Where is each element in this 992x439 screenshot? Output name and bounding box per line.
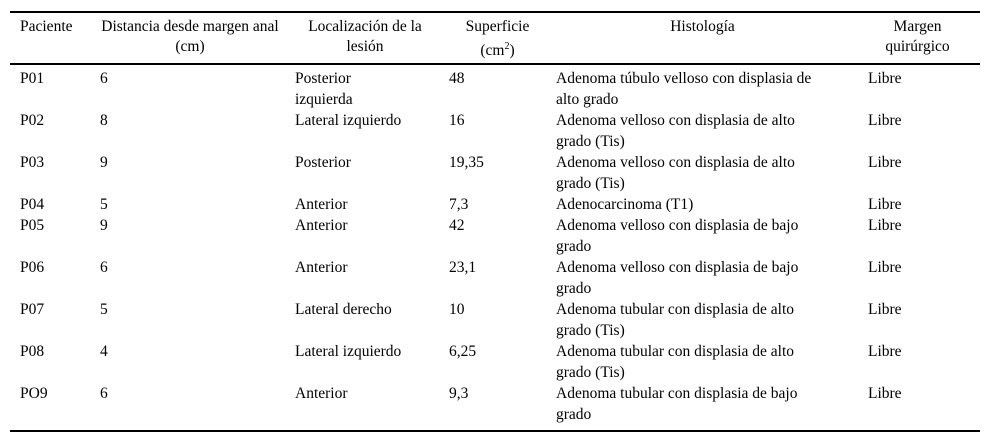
- cell-paciente: P08: [20, 343, 45, 361]
- cell-margen: Libre: [868, 112, 902, 130]
- column-header-paciente: Paciente: [10, 12, 95, 66]
- cell-paciente: P01: [20, 70, 45, 88]
- patients-table: Paciente Distancia desde margen anal (cm…: [10, 11, 980, 433]
- table-row: P08 4 Lateral izquierdo 6,25 Adenoma tubular…: [10, 341, 980, 383]
- cell-localizacion: Lateral izquierdo: [295, 112, 402, 130]
- cell-paciente: P06: [20, 259, 45, 277]
- cell-distancia: 8: [100, 112, 108, 130]
- cell-localizacion: Anterior: [295, 217, 348, 235]
- column-header-distancia: Distancia desde margen anal (cm): [95, 12, 285, 66]
- cell-margen: Libre: [868, 70, 902, 88]
- cell-localizacion: Anterior: [295, 259, 348, 277]
- cell-distancia: 6: [100, 259, 108, 277]
- cell-histologia: Adenoma tubular con displasia de bajo gr…: [556, 385, 798, 424]
- cell-margen: Libre: [868, 343, 902, 361]
- cell-paciente: P03: [20, 154, 45, 172]
- cell-histologia: Adenoma tubular con displasia de alto gr…: [556, 301, 795, 340]
- cell-localizacion: Lateral izquierdo: [295, 343, 402, 361]
- column-header-superficie: Superficie (cm2): [445, 12, 550, 66]
- superficie-unit-prefix: (cm: [480, 42, 505, 60]
- cell-margen: Libre: [868, 217, 902, 235]
- cell-superficie: 10: [449, 301, 465, 319]
- cell-distancia: 9: [100, 217, 108, 235]
- cell-histologia: Adenocarcinoma (T1): [556, 196, 694, 214]
- table-row: P05 9 Anterior 42 Adenoma velloso con displa…: [10, 215, 980, 257]
- cell-superficie: 7,3: [449, 196, 469, 214]
- cell-histologia: Adenoma tubular con displasia de alto gr…: [556, 343, 795, 382]
- cell-histologia: Adenoma velloso con displasia de alto gr…: [556, 112, 795, 151]
- cell-localizacion: Lateral derecho: [295, 301, 392, 319]
- cell-superficie: 16: [449, 112, 465, 130]
- cell-margen: Libre: [868, 385, 902, 403]
- header-row: Paciente Distancia desde margen anal (cm…: [10, 12, 980, 66]
- superficie-unit-suffix: ): [509, 42, 515, 60]
- cell-paciente: P02: [20, 112, 45, 130]
- column-header-margen: Margen quirúrgico: [855, 12, 980, 66]
- table-row: P03 9 Posterior 19,35 Adenoma velloso con di…: [10, 152, 980, 194]
- cell-paciente: P04: [20, 196, 45, 214]
- cell-distancia: 5: [100, 301, 108, 319]
- table-header: Paciente Distancia desde margen anal (cm…: [10, 12, 980, 66]
- cell-margen: Libre: [868, 301, 902, 319]
- cell-localizacion: Anterior: [295, 385, 348, 403]
- cell-margen: Libre: [868, 154, 902, 172]
- table-body: P01 6 Posterior izquierda 48 Adenoma túbulo …: [10, 64, 980, 431]
- table-row: P01 6 Posterior izquierda 48 Adenoma túbulo …: [10, 64, 980, 110]
- cell-margen: Libre: [868, 259, 902, 277]
- table-row: P06 6 Anterior 23,1 Adenoma velloso con disp…: [10, 257, 980, 299]
- superficie-unit: (cm2): [480, 41, 515, 60]
- cell-margen: Libre: [868, 196, 902, 214]
- cell-histologia: Adenoma velloso con displasia de alto gr…: [556, 154, 795, 193]
- superficie-label: Superficie: [465, 18, 530, 35]
- cell-paciente: P07: [20, 301, 45, 319]
- table-row: P04 5 Anterior 7,3 Adenocarcinoma (T1) Libre: [10, 194, 980, 215]
- cell-superficie: 23,1: [449, 259, 477, 277]
- table-row: P02 8 Lateral izquierdo 16 Adenoma velloso c…: [10, 110, 980, 152]
- table-row: P07 5 Lateral derecho 10 Adenoma tubular con…: [10, 299, 980, 341]
- cell-paciente: PO9: [20, 385, 48, 403]
- superficie-unit-exponent: 2: [504, 41, 510, 52]
- cell-localizacion: Posterior izquierda: [295, 70, 353, 109]
- cell-superficie: 6,25: [449, 343, 477, 361]
- cell-distancia: 6: [100, 70, 108, 88]
- cell-superficie: 42: [449, 217, 465, 235]
- cell-superficie: 48: [449, 70, 465, 88]
- cell-histologia: Adenoma túbulo velloso con displasia de …: [556, 70, 812, 109]
- cell-distancia: 5: [100, 196, 108, 214]
- cell-superficie: 19,35: [449, 154, 484, 172]
- table-row: PO9 6 Anterior 9,3 Adenoma tubular con displ…: [10, 383, 980, 431]
- column-header-localizacion: Localización de la lesión: [285, 12, 445, 66]
- cell-distancia: 9: [100, 154, 108, 172]
- cell-histologia: Adenoma velloso con displasia de bajo gr…: [556, 259, 799, 298]
- cell-localizacion: Anterior: [295, 196, 348, 214]
- cell-paciente: P05: [20, 217, 45, 235]
- column-header-histologia: Histología: [550, 12, 855, 66]
- cell-histologia: Adenoma velloso con displasia de bajo gr…: [556, 217, 799, 256]
- cell-superficie: 9,3: [449, 385, 469, 403]
- cell-distancia: 4: [100, 343, 108, 361]
- cell-distancia: 6: [100, 385, 108, 403]
- cell-localizacion: Posterior: [295, 154, 351, 172]
